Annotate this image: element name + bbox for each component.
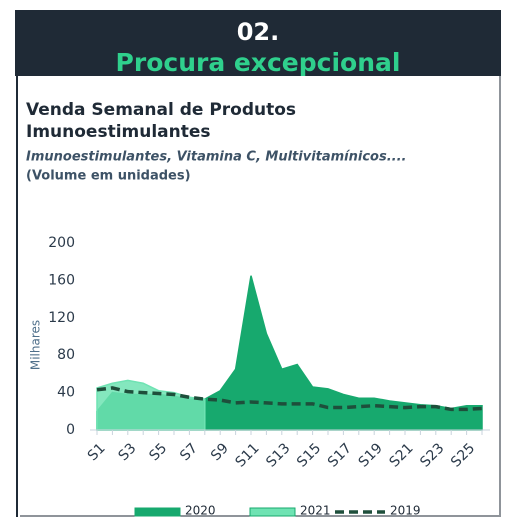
y-tick-label: 0 — [66, 422, 75, 438]
y-axis-label: Milhares — [29, 320, 43, 370]
legend-label: 2020 — [185, 504, 216, 517]
chart-subtitle: Imunoestimulantes, Vitamina C, Multivita… — [26, 150, 406, 165]
y-tick-label: 80 — [57, 347, 75, 363]
x-tick-label: S23 — [417, 440, 447, 470]
x-tick-label: S1 — [85, 440, 109, 464]
x-tick-label: S11 — [232, 440, 262, 470]
x-tick-label: S17 — [325, 440, 355, 470]
chart-title: Venda Semanal de Produtos — [26, 100, 296, 120]
chart-title: Imunoestimulantes — [26, 122, 211, 142]
y-tick-label: 160 — [48, 272, 75, 288]
chart-note: (Volume em unidades) — [26, 169, 191, 184]
x-tick-label: S7 — [177, 440, 201, 464]
legend-swatch — [134, 507, 181, 517]
x-tick-label: S3 — [116, 440, 140, 464]
x-tick-label: S5 — [146, 440, 170, 464]
x-tick-label: S13 — [263, 440, 293, 470]
y-tick-label: 40 — [57, 385, 75, 401]
legend-label: 2021 — [300, 504, 331, 517]
y-tick-label: 200 — [48, 235, 75, 251]
line — [96, 386, 483, 412]
legend-label: 2019 — [390, 504, 421, 517]
x-tick-label: S25 — [448, 440, 478, 470]
y-tick-label: 120 — [48, 310, 75, 326]
header-title: Procura excepcional — [116, 48, 401, 77]
header-number: 02. — [237, 18, 280, 46]
legend-swatch — [249, 507, 296, 517]
x-tick-label: S19 — [356, 440, 386, 470]
header-band — [15, 10, 501, 76]
x-tick-label: S9 — [208, 440, 232, 464]
x-tick-label: S15 — [294, 440, 324, 470]
x-tick-label: S21 — [386, 440, 416, 470]
